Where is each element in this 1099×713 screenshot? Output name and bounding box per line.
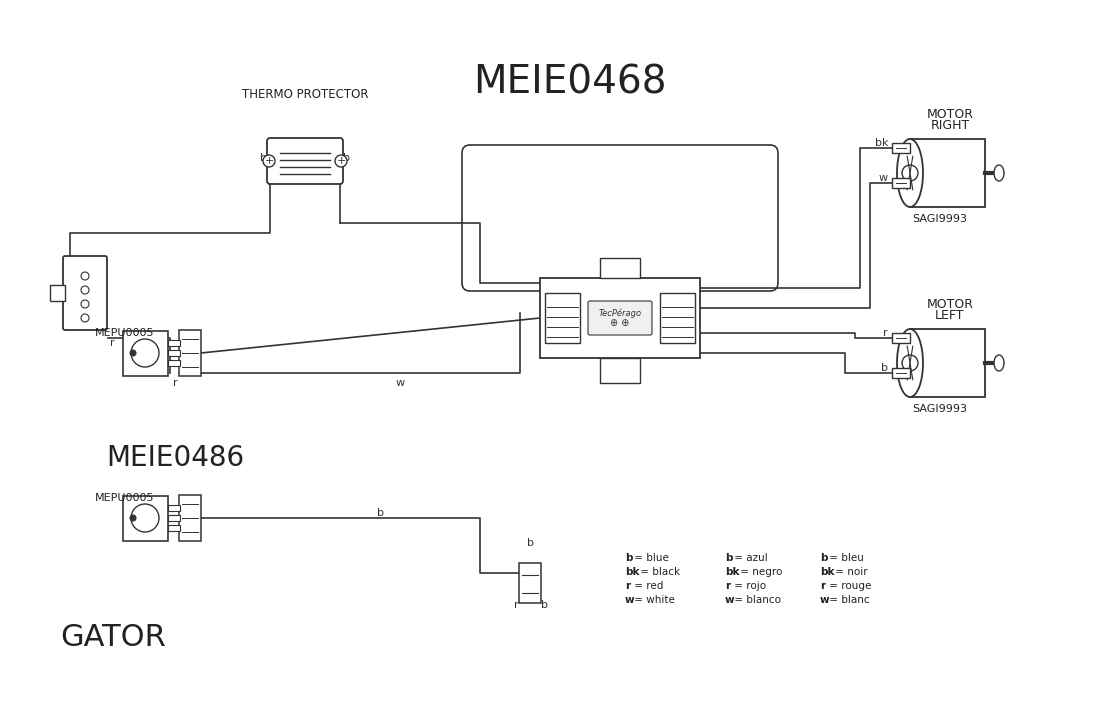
Text: b: b <box>343 153 349 163</box>
Text: r: r <box>820 581 825 591</box>
Text: = bleu: = bleu <box>826 553 864 563</box>
Bar <box>122 331 167 376</box>
Circle shape <box>130 515 136 521</box>
Text: THERMO PROTECTOR: THERMO PROTECTOR <box>242 88 368 101</box>
Text: = azul: = azul <box>731 553 768 563</box>
Bar <box>892 178 910 188</box>
Text: = red: = red <box>631 581 664 591</box>
FancyBboxPatch shape <box>462 145 778 291</box>
Text: bk: bk <box>820 567 834 577</box>
Text: = negro: = negro <box>737 567 782 577</box>
Text: TecPérago: TecPérago <box>599 308 642 318</box>
Bar <box>910 139 985 207</box>
Text: = blanc: = blanc <box>826 595 869 605</box>
Text: MOTOR: MOTOR <box>926 108 974 121</box>
Circle shape <box>902 355 918 371</box>
Bar <box>167 340 179 346</box>
Ellipse shape <box>897 329 923 397</box>
Text: r: r <box>110 338 114 348</box>
Bar <box>892 368 910 378</box>
Circle shape <box>902 165 918 181</box>
Text: bk: bk <box>875 138 888 148</box>
Text: w: w <box>725 595 734 605</box>
Text: LEFT: LEFT <box>935 309 965 322</box>
Text: w: w <box>879 173 888 183</box>
Text: w: w <box>820 595 830 605</box>
Bar <box>167 350 179 356</box>
Text: r: r <box>514 600 519 610</box>
Text: +: + <box>336 156 346 166</box>
Text: = rouge: = rouge <box>826 581 872 591</box>
Bar <box>600 358 640 383</box>
Text: = blanco: = blanco <box>731 595 781 605</box>
Text: w: w <box>625 595 634 605</box>
Bar <box>600 258 640 278</box>
Ellipse shape <box>993 165 1004 181</box>
Bar <box>49 285 65 301</box>
Text: SAGI9993: SAGI9993 <box>912 404 967 414</box>
Text: r: r <box>173 378 177 388</box>
Bar <box>179 495 201 541</box>
Text: b: b <box>625 553 633 563</box>
Text: SAGI9993: SAGI9993 <box>912 214 967 224</box>
Circle shape <box>131 339 159 367</box>
Bar <box>167 505 179 511</box>
Text: RIGHT: RIGHT <box>931 119 969 132</box>
Text: r: r <box>884 328 888 338</box>
Text: b: b <box>260 153 267 163</box>
Text: MEIE0468: MEIE0468 <box>474 64 667 102</box>
Bar <box>519 563 541 603</box>
Circle shape <box>81 286 89 294</box>
Text: b: b <box>377 508 384 518</box>
Circle shape <box>131 504 159 532</box>
Text: = rojo: = rojo <box>731 581 766 591</box>
Bar <box>167 525 179 531</box>
Text: bk: bk <box>725 567 740 577</box>
Bar <box>122 496 167 540</box>
Text: = noir: = noir <box>832 567 867 577</box>
Bar <box>892 143 910 153</box>
Text: r: r <box>725 581 730 591</box>
Ellipse shape <box>993 355 1004 371</box>
Bar <box>167 515 179 521</box>
Text: = white: = white <box>631 595 675 605</box>
Text: r: r <box>625 581 630 591</box>
Bar <box>660 293 695 343</box>
Text: b: b <box>881 363 888 373</box>
Text: w: w <box>396 378 404 388</box>
Circle shape <box>81 272 89 280</box>
Bar <box>892 333 910 343</box>
Text: b: b <box>725 553 733 563</box>
Text: MOTOR: MOTOR <box>926 298 974 311</box>
Text: ⊕ ⊕: ⊕ ⊕ <box>610 318 630 328</box>
FancyBboxPatch shape <box>588 301 652 335</box>
Bar <box>910 329 985 397</box>
Circle shape <box>130 350 136 356</box>
Text: MEPU0005: MEPU0005 <box>95 328 155 338</box>
Text: b: b <box>820 553 828 563</box>
Bar <box>540 278 700 358</box>
FancyBboxPatch shape <box>267 138 343 184</box>
Text: = blue: = blue <box>631 553 669 563</box>
FancyBboxPatch shape <box>63 256 107 330</box>
Text: MEPU0005: MEPU0005 <box>95 493 155 503</box>
Bar <box>545 293 580 343</box>
Bar <box>167 360 179 366</box>
Text: MEIE0486: MEIE0486 <box>106 444 244 472</box>
Circle shape <box>263 155 275 167</box>
Text: b: b <box>541 600 548 610</box>
Circle shape <box>81 300 89 308</box>
Text: = black: = black <box>637 567 680 577</box>
Ellipse shape <box>897 139 923 207</box>
Text: GATOR: GATOR <box>60 623 166 652</box>
Bar <box>179 330 201 376</box>
Circle shape <box>81 314 89 322</box>
Text: bk: bk <box>625 567 640 577</box>
Circle shape <box>335 155 347 167</box>
Text: +: + <box>265 156 274 166</box>
Text: b: b <box>526 538 533 548</box>
